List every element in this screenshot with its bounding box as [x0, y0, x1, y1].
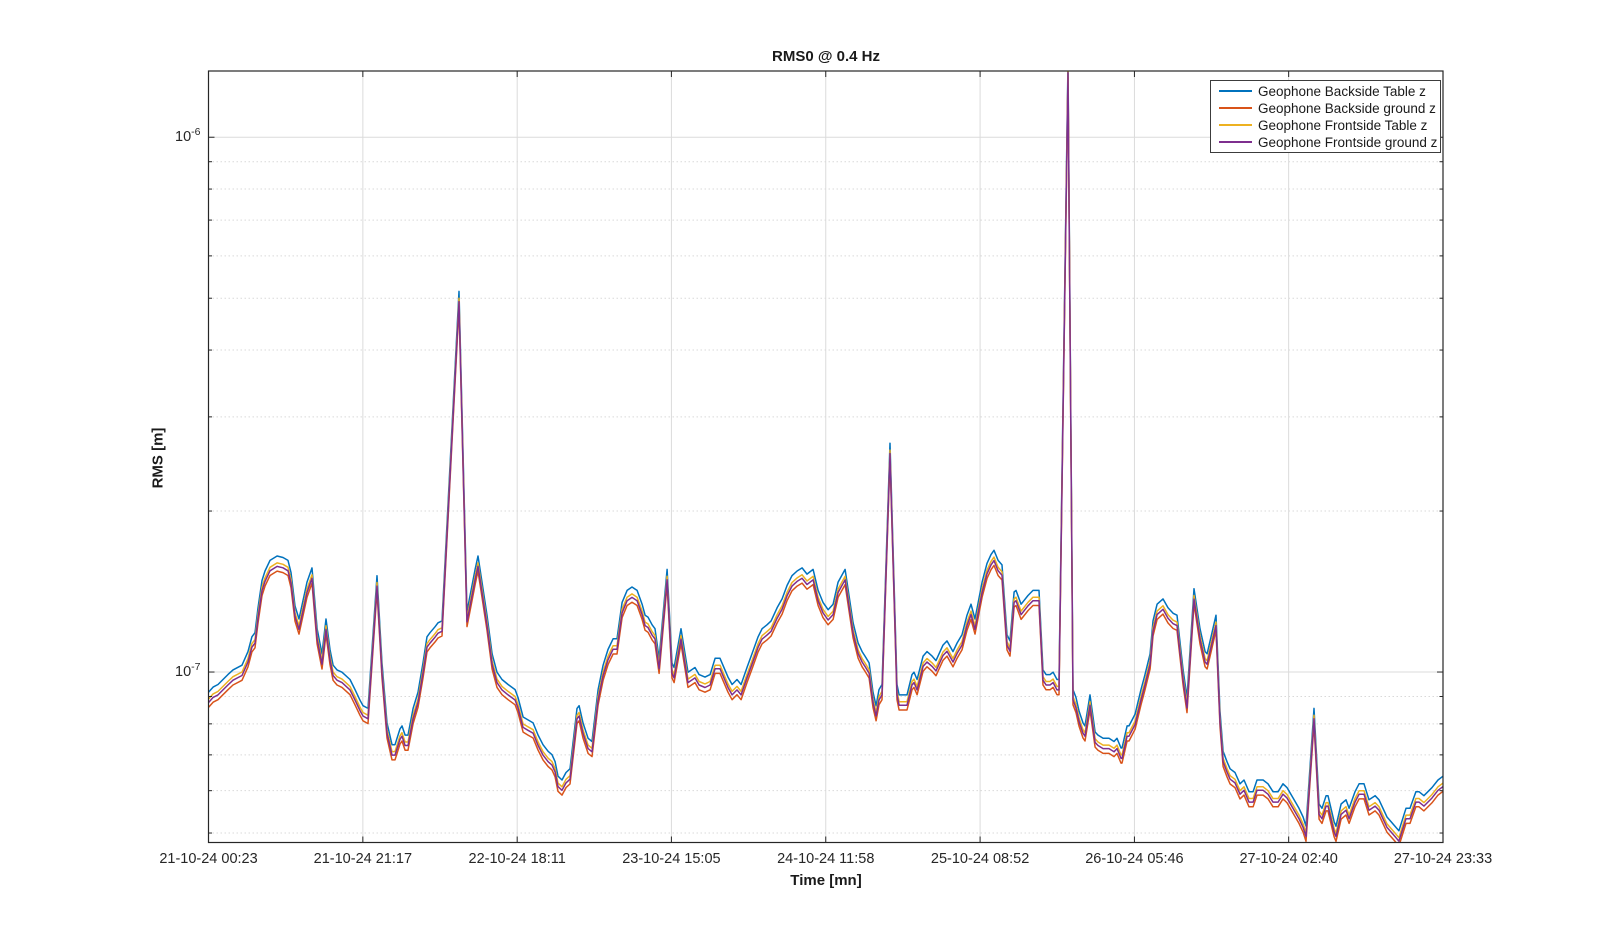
legend-item: Geophone Frontside ground z [1211, 134, 1440, 151]
legend-line-swatch [1219, 90, 1252, 92]
series-line-geophone-backside-ground-z [208, 76, 1443, 843]
series-line-geophone-frontside-ground-z [208, 72, 1443, 842]
x-tick-label: 25-10-24 08:52 [930, 851, 1030, 867]
x-tick-label: 22-10-24 18:11 [468, 851, 566, 867]
x-tick-label: 27-10-24 23:33 [1393, 851, 1493, 867]
legend-label: Geophone Backside Table z [1258, 83, 1426, 99]
x-tick-label: 21-10-24 21:17 [313, 851, 413, 867]
chart-title: RMS0 @ 0.4 Hz [772, 48, 880, 65]
legend-item: Geophone Frontside Table z [1211, 117, 1440, 134]
y-tick-label-1e-6: 10-6 [175, 126, 201, 146]
legend-label: Geophone Frontside Table z [1258, 117, 1428, 133]
y-tick-label-1e-7: 10-7 [175, 661, 201, 680]
legend-line-swatch [1219, 124, 1252, 126]
legend-item: Geophone Backside Table z [1211, 83, 1440, 100]
legend-line-swatch [1219, 107, 1252, 109]
y-axis-label: RMS [m] [149, 427, 167, 489]
x-tick-label: 23-10-24 15:05 [622, 851, 721, 867]
series-lines [208, 71, 1443, 843]
axes-box [207, 70, 1444, 844]
x-axis-label: Time [mn] [790, 872, 862, 889]
legend-label: Geophone Frontside ground z [1258, 134, 1438, 150]
legend-label: Geophone Backside ground z [1258, 100, 1436, 116]
legend-item: Geophone Backside ground z [1211, 100, 1440, 117]
legend-line-swatch [1219, 141, 1252, 143]
x-tick-label: 27-10-24 02:40 [1239, 851, 1338, 867]
x-tick-label: 21-10-24 00:23 [159, 851, 258, 867]
legend: Geophone Backside Table z Geophone Backs… [1210, 80, 1441, 153]
x-tick-label: 24-10-24 11:58 [777, 851, 875, 867]
series-line-geophone-backside-table-z [208, 71, 1443, 832]
grid-lines [208, 71, 1443, 843]
x-tick-label: 26-10-24 05:46 [1085, 851, 1184, 867]
